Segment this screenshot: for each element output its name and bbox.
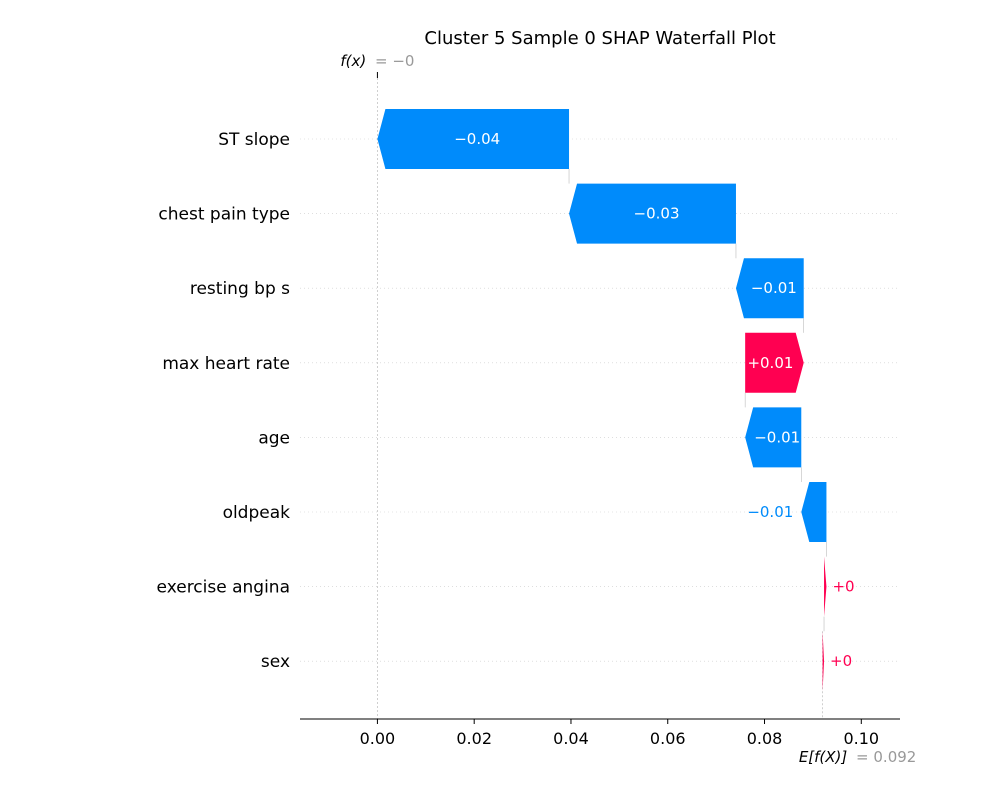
bar-age — [745, 407, 802, 468]
bar-value-label: +0.01 — [747, 354, 793, 372]
base-annotation: E[f(X)] = 0.092 — [799, 748, 917, 766]
x-tick-label: 0.02 — [456, 729, 492, 748]
base-label: E[f(X)] — [799, 748, 848, 766]
feature-label: chest pain type — [158, 205, 290, 225]
x-tick-label: 0.10 — [843, 729, 879, 748]
feature-label: max heart rate — [162, 354, 290, 374]
bar-chest-pain-type — [569, 183, 736, 244]
bar-value-label: +0 — [830, 652, 852, 670]
fx-annotation-text: f(x) = −0 — [340, 52, 414, 70]
feature-label: oldpeak — [223, 503, 291, 523]
feature-label: age — [258, 428, 290, 448]
grid-layer — [300, 138, 900, 662]
labels-layer: −0.04 ST slope −0.03 chest pain type −0.01 re… — [157, 130, 855, 672]
chart-title: Cluster 5 Sample 0 SHAP Waterfall Plot — [424, 28, 775, 49]
bar-exercise-angina — [824, 556, 827, 617]
fx-annotation: f(x) = −0 — [340, 52, 414, 78]
feature-label: exercise angina — [157, 578, 290, 598]
bar-oldpeak — [801, 482, 827, 542]
x-tick-label: 0.04 — [553, 729, 589, 748]
feature-label: resting bp s — [190, 279, 290, 299]
bar-value-label: −0.01 — [747, 503, 793, 521]
base-value: = 0.092 — [856, 748, 916, 766]
bar-ST-slope — [377, 109, 570, 169]
x-tick-label: 0.00 — [360, 729, 396, 748]
bar-max-heart-rate — [745, 332, 804, 393]
reference-lines — [377, 78, 823, 719]
bar-value-label: −0.03 — [634, 205, 680, 223]
feature-label: ST slope — [218, 130, 290, 150]
x-tick-label: 0.06 — [650, 729, 686, 748]
bar-value-label: −0.01 — [754, 428, 800, 446]
bar-sex — [822, 631, 825, 692]
bar-resting-bp-s — [735, 258, 804, 319]
fx-label: f(x) — [340, 52, 366, 70]
bar-value-label: −0.04 — [454, 130, 500, 148]
base-annotation-text: E[f(X)] = 0.092 — [799, 748, 917, 766]
x-axis: 0.00 0.02 0.04 0.06 0.08 0.10 — [300, 718, 900, 748]
bar-value-label: +0 — [832, 578, 854, 596]
bar-value-label: −0.01 — [751, 279, 797, 297]
x-tick-label: 0.08 — [747, 729, 783, 748]
bars-layer — [377, 109, 827, 692]
fx-value: = −0 — [375, 52, 414, 70]
feature-label: sex — [261, 652, 290, 672]
